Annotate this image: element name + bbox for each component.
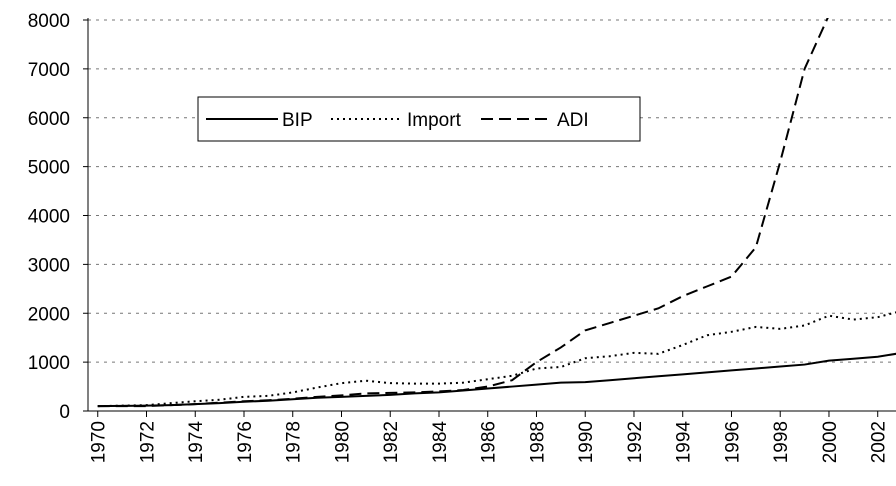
y-tick-label: 4000 [28,207,70,228]
x-tick-label: 2002 [869,421,890,463]
x-tick-label: 1974 [186,421,207,464]
x-tick-label: 2000 [820,421,841,463]
x-tick-label: 1970 [89,421,110,463]
x-tick-label: 1988 [527,421,548,463]
legend-label: BIP [282,110,313,131]
x-tick-label: 1998 [771,421,792,463]
x-tick-label: 1980 [332,421,353,463]
y-tick-label: 6000 [28,109,70,130]
series-line [97,311,896,408]
x-tick-label: 1986 [479,421,500,463]
x-tick-label: 1978 [284,421,305,463]
x-tick-label: 1976 [235,421,256,463]
x-tick-label: 1982 [381,421,402,463]
y-tick-label: 2000 [28,304,70,325]
y-tick-label: 5000 [28,158,70,179]
series-line [97,352,896,408]
plot-area [97,18,896,408]
y-tick-label: 3000 [28,255,70,276]
x-tick-label: 1972 [137,421,158,463]
legend-label: Import [407,110,462,131]
y-tick-label: 8000 [28,11,70,32]
series-line [97,18,829,408]
x-tick-label: 1990 [576,421,597,463]
x-tick-label: 1984 [430,421,451,464]
x-tick-label: 1992 [625,421,646,463]
x-tick-label: 1994 [674,421,695,464]
y-tick-label: 1000 [28,353,70,374]
y-tick-label: 0 [59,402,70,423]
y-tick-label: 7000 [28,60,70,81]
legend-label: ADI [557,110,589,131]
x-tick-label: 1996 [722,421,743,463]
